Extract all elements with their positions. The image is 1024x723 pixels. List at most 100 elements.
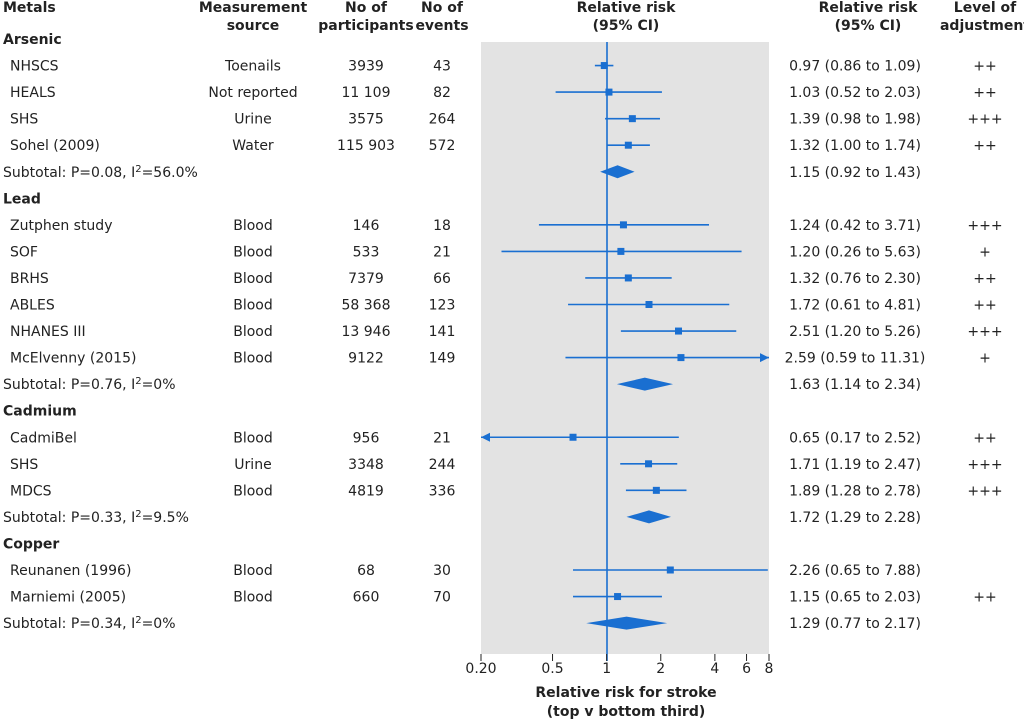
adjustment-lead-0: +++: [967, 218, 1002, 234]
study-name-cadmium-2: MDCS: [10, 483, 52, 499]
participants-lead-0: 146: [353, 218, 380, 234]
header-rr-plot-2: (95% CI): [593, 18, 660, 34]
measurement-source-cadmium-2: Blood: [233, 483, 273, 499]
events-lead-5: 149: [429, 351, 456, 367]
x-axis-label-line-1: Relative risk for stroke: [535, 685, 716, 701]
group-label-lead: Lead: [3, 191, 41, 207]
adjustment-arsenic-3: ++: [973, 138, 996, 154]
study-name-arsenic-2: SHS: [10, 112, 38, 128]
group-label-arsenic: Arsenic: [3, 32, 62, 48]
rr-text-lead-2: 1.32 (0.76 to 2.30): [789, 271, 921, 287]
header-measurement-source-2: source: [227, 18, 280, 34]
events-lead-4: 141: [429, 324, 456, 340]
measurement-source-arsenic-2: Urine: [234, 112, 271, 128]
point-estimate-lead-5: [677, 354, 685, 362]
rr-text-arsenic-2: 1.39 (0.98 to 1.98): [789, 112, 921, 128]
participants-cadmium-1: 3348: [348, 457, 384, 473]
rr-text-arsenic-3: 1.32 (1.00 to 1.74): [789, 138, 921, 154]
adjustment-arsenic-2: +++: [967, 112, 1002, 128]
study-name-lead-5: McElvenny (2015): [10, 351, 136, 367]
events-arsenic-0: 43: [433, 59, 451, 75]
measurement-source-copper-0: Blood: [233, 563, 273, 579]
ci-arrow-left-cadmium-0: [481, 432, 490, 442]
header-participants-1: No of: [345, 0, 388, 16]
participants-lead-3: 58 368: [342, 298, 391, 314]
x-tick-label-1: 0.5: [541, 661, 563, 677]
study-name-lead-4: NHANES III: [10, 324, 86, 340]
events-lead-0: 18: [433, 218, 451, 234]
subtotal-diamond-arsenic: [600, 165, 635, 179]
events-copper-1: 70: [433, 590, 451, 606]
study-name-lead-1: SOF: [10, 244, 38, 260]
x-axis-label-line-2: (top v bottom third): [547, 704, 706, 720]
measurement-source-lead-0: Blood: [233, 218, 273, 234]
events-cadmium-1: 244: [429, 457, 456, 473]
point-estimate-cadmium-2: [652, 486, 660, 494]
subtotal-rr-text-copper: 1.29 (0.77 to 2.17): [789, 616, 921, 632]
plot-shaded-area: [481, 42, 769, 654]
participants-lead-2: 7379: [348, 271, 384, 287]
point-estimate-arsenic-1: [605, 88, 613, 96]
point-estimate-lead-2: [624, 274, 632, 282]
study-name-copper-0: Reunanen (1996): [10, 563, 131, 579]
adjustment-lead-2: ++: [973, 271, 996, 287]
subtotal-diamond-lead: [616, 377, 674, 391]
rr-text-copper-0: 2.26 (0.65 to 7.88): [789, 563, 921, 579]
header-rr-text-2: (95% CI): [835, 18, 902, 34]
group-label-cadmium: Cadmium: [3, 404, 77, 420]
rr-text-arsenic-0: 0.97 (0.86 to 1.09): [789, 59, 921, 75]
rr-text-lead-5: 2.59 (0.59 to 11.31): [785, 351, 926, 367]
events-lead-2: 66: [433, 271, 451, 287]
adjustment-cadmium-2: +++: [967, 483, 1002, 499]
point-estimate-lead-4: [675, 327, 683, 335]
measurement-source-cadmium-1: Urine: [234, 457, 271, 473]
header-rr-text-1: Relative risk: [819, 0, 919, 16]
participants-cadmium-0: 956: [353, 430, 380, 446]
rr-text-lead-1: 1.20 (0.26 to 5.63): [789, 244, 921, 260]
point-estimate-lead-3: [645, 301, 653, 308]
participants-lead-5: 9122: [348, 351, 384, 367]
adjustment-lead-5: +: [979, 351, 991, 367]
rr-text-cadmium-0: 0.65 (0.17 to 2.52): [789, 430, 921, 446]
participants-cadmium-2: 4819: [348, 483, 384, 499]
measurement-source-lead-2: Blood: [233, 271, 273, 287]
subtotal-label-copper: Subtotal: P=0.34, I2=0%: [3, 615, 176, 633]
group-label-copper: Copper: [3, 536, 59, 552]
x-tick-label-0: 0.20: [465, 661, 496, 677]
measurement-source-cadmium-0: Blood: [233, 430, 273, 446]
point-estimate-arsenic-3: [624, 141, 632, 149]
ci-arrow-right-lead-5: [760, 353, 769, 363]
subtotal-diamond-copper: [586, 616, 668, 630]
measurement-source-lead-5: Blood: [233, 351, 273, 367]
adjustment-copper-1: ++: [973, 590, 996, 606]
point-estimate-lead-1: [617, 247, 625, 255]
point-estimate-lead-0: [619, 221, 627, 229]
x-tick-label-3: 2: [656, 661, 665, 677]
measurement-source-arsenic-0: Toenails: [224, 59, 281, 75]
events-arsenic-3: 572: [429, 138, 456, 154]
rr-text-copper-1: 1.15 (0.65 to 2.03): [789, 590, 921, 606]
study-name-cadmium-0: CadmiBel: [10, 430, 77, 446]
study-name-lead-2: BRHS: [10, 271, 49, 287]
adjustment-lead-1: +: [979, 244, 991, 260]
events-lead-1: 21: [433, 244, 451, 260]
measurement-source-copper-1: Blood: [233, 590, 273, 606]
rr-text-lead-3: 1.72 (0.61 to 4.81): [789, 298, 921, 314]
subtotal-rr-text-arsenic: 1.15 (0.92 to 1.43): [789, 165, 921, 181]
x-tick-label-2: 1: [602, 661, 611, 677]
x-tick-label-5: 6: [742, 661, 751, 677]
events-arsenic-1: 82: [433, 85, 451, 101]
participants-lead-1: 533: [353, 244, 380, 260]
point-estimate-cadmium-0: [569, 433, 577, 441]
subtotal-diamond-cadmium: [626, 510, 671, 524]
events-arsenic-2: 264: [429, 112, 456, 128]
header-events-1: No of: [421, 0, 464, 16]
participants-arsenic-0: 3939: [348, 59, 384, 75]
study-name-arsenic-3: Sohel (2009): [10, 138, 100, 154]
rr-text-lead-4: 2.51 (1.20 to 5.26): [789, 324, 921, 340]
participants-copper-1: 660: [353, 590, 380, 606]
x-tick-label-4: 4: [710, 661, 719, 677]
participants-arsenic-2: 3575: [348, 112, 384, 128]
header-metals: Metals: [3, 0, 56, 16]
subtotal-label-arsenic: Subtotal: P=0.08, I2=56.0%: [3, 163, 198, 181]
